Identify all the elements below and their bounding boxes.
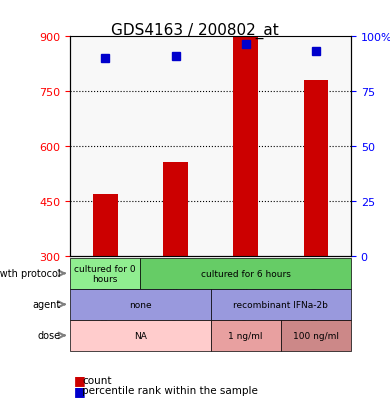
Text: 100 ng/ml: 100 ng/ml [293, 331, 339, 340]
Text: count: count [82, 375, 112, 385]
Text: GDS4163 / 200802_at: GDS4163 / 200802_at [111, 23, 279, 39]
Bar [233, 37, 258, 256]
Text: cultured for 6 hours: cultured for 6 hours [201, 269, 291, 278]
Text: ■: ■ [74, 373, 86, 387]
Text: agent: agent [32, 299, 60, 310]
Text: dose: dose [37, 330, 60, 341]
Text: growth protocol: growth protocol [0, 268, 60, 279]
Text: percentile rank within the sample: percentile rank within the sample [82, 385, 258, 395]
Bar [163, 163, 188, 256]
Text: 1 ng/ml: 1 ng/ml [229, 331, 263, 340]
Bar [93, 194, 118, 256]
Text: NA: NA [134, 331, 147, 340]
Text: none: none [129, 300, 152, 309]
Bar [303, 81, 328, 256]
Text: recombinant IFNa-2b: recombinant IFNa-2b [233, 300, 328, 309]
Text: ■: ■ [74, 384, 86, 397]
Text: cultured for 0
hours: cultured for 0 hours [74, 264, 136, 283]
